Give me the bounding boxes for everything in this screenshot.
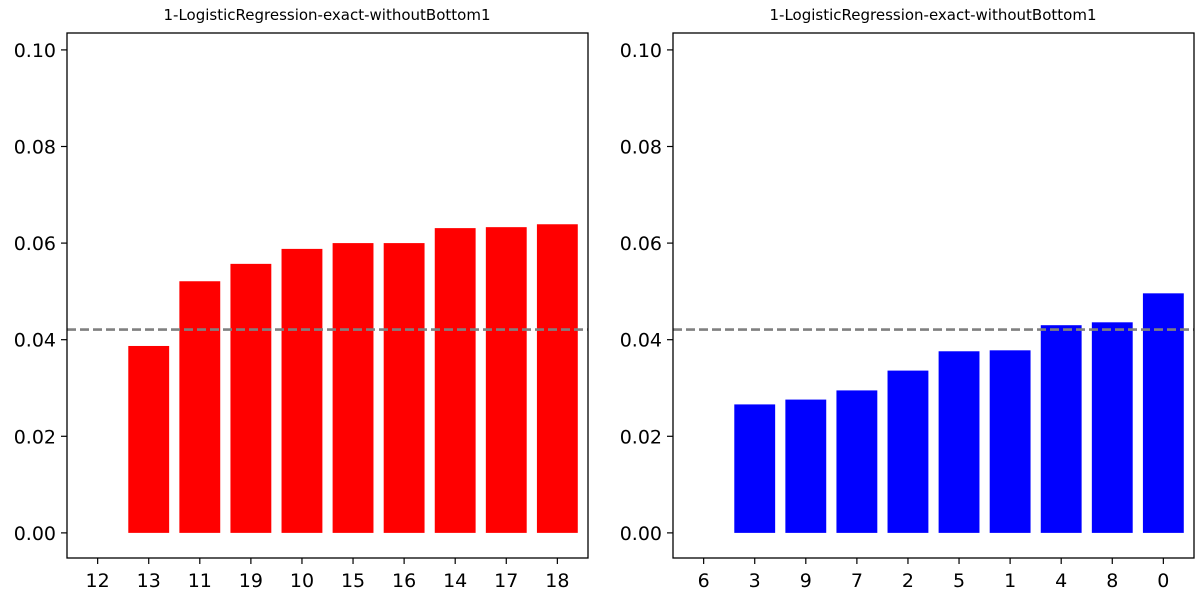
left-ytick-label: 0.04 xyxy=(14,330,56,352)
left-xtick-label: 11 xyxy=(188,570,212,592)
right-bar-1 xyxy=(989,350,1031,533)
left-bar-11 xyxy=(179,281,221,533)
left-bar-chart: 1-LogisticRegression-exact-withoutBottom… xyxy=(14,6,589,592)
right-ytick-label: 0.02 xyxy=(620,426,662,448)
left-xtick-label: 15 xyxy=(341,570,365,592)
right-bar-0 xyxy=(1142,293,1184,533)
left-bar-19 xyxy=(230,263,272,533)
left-xtick-label: 17 xyxy=(494,570,518,592)
right-chart-title: 1-LogisticRegression-exact-withoutBottom… xyxy=(769,6,1096,24)
right-xtick-label: 0 xyxy=(1157,570,1169,592)
left-bar-17 xyxy=(485,227,527,533)
left-bar-15 xyxy=(332,243,374,533)
right-xtick-label: 3 xyxy=(749,570,761,592)
right-ytick-label: 0.00 xyxy=(620,523,662,545)
left-chart-title: 1-LogisticRegression-exact-withoutBottom… xyxy=(163,6,490,24)
right-bar-8 xyxy=(1091,322,1133,533)
left-bar-14 xyxy=(434,228,476,533)
right-ytick-label: 0.10 xyxy=(620,40,662,62)
left-ytick-label: 0.08 xyxy=(14,137,56,159)
left-axes-frame xyxy=(66,32,589,559)
left-ytick-label: 0.10 xyxy=(14,40,56,62)
right-xtick-label: 8 xyxy=(1106,570,1118,592)
right-xtick-label: 6 xyxy=(698,570,710,592)
right-xtick-label: 7 xyxy=(851,570,863,592)
right-xtick-label: 9 xyxy=(800,570,812,592)
right-bar-9 xyxy=(785,399,827,533)
right-ytick-label: 0.06 xyxy=(620,233,662,255)
right-bar-5 xyxy=(938,351,980,533)
left-xtick-label: 14 xyxy=(443,570,467,592)
right-xtick-label: 5 xyxy=(953,570,965,592)
left-xtick-label: 19 xyxy=(239,570,263,592)
right-bar-chart: 1-LogisticRegression-exact-withoutBottom… xyxy=(620,6,1195,592)
left-bar-16 xyxy=(383,243,425,533)
right-bar-3 xyxy=(734,404,776,533)
right-xtick-label: 1 xyxy=(1004,570,1016,592)
left-ytick-label: 0.02 xyxy=(14,426,56,448)
left-ytick-label: 0.06 xyxy=(14,233,56,255)
right-bar-4 xyxy=(1040,325,1082,533)
right-ytick-label: 0.08 xyxy=(620,137,662,159)
right-xtick-label: 2 xyxy=(902,570,914,592)
left-ytick-label: 0.00 xyxy=(14,523,56,545)
right-axes-frame xyxy=(672,32,1195,559)
left-xtick-label: 16 xyxy=(392,570,416,592)
right-xtick-label: 4 xyxy=(1055,570,1067,592)
right-ytick-label: 0.04 xyxy=(620,330,662,352)
left-xtick-label: 12 xyxy=(86,570,110,592)
left-xtick-label: 10 xyxy=(290,570,314,592)
left-bar-13 xyxy=(128,345,170,533)
left-xtick-label: 13 xyxy=(137,570,161,592)
left-bar-10 xyxy=(281,248,323,533)
right-bar-7 xyxy=(836,390,878,533)
left-bar-18 xyxy=(536,224,578,533)
right-bar-2 xyxy=(887,370,929,533)
left-xtick-label: 18 xyxy=(545,570,569,592)
